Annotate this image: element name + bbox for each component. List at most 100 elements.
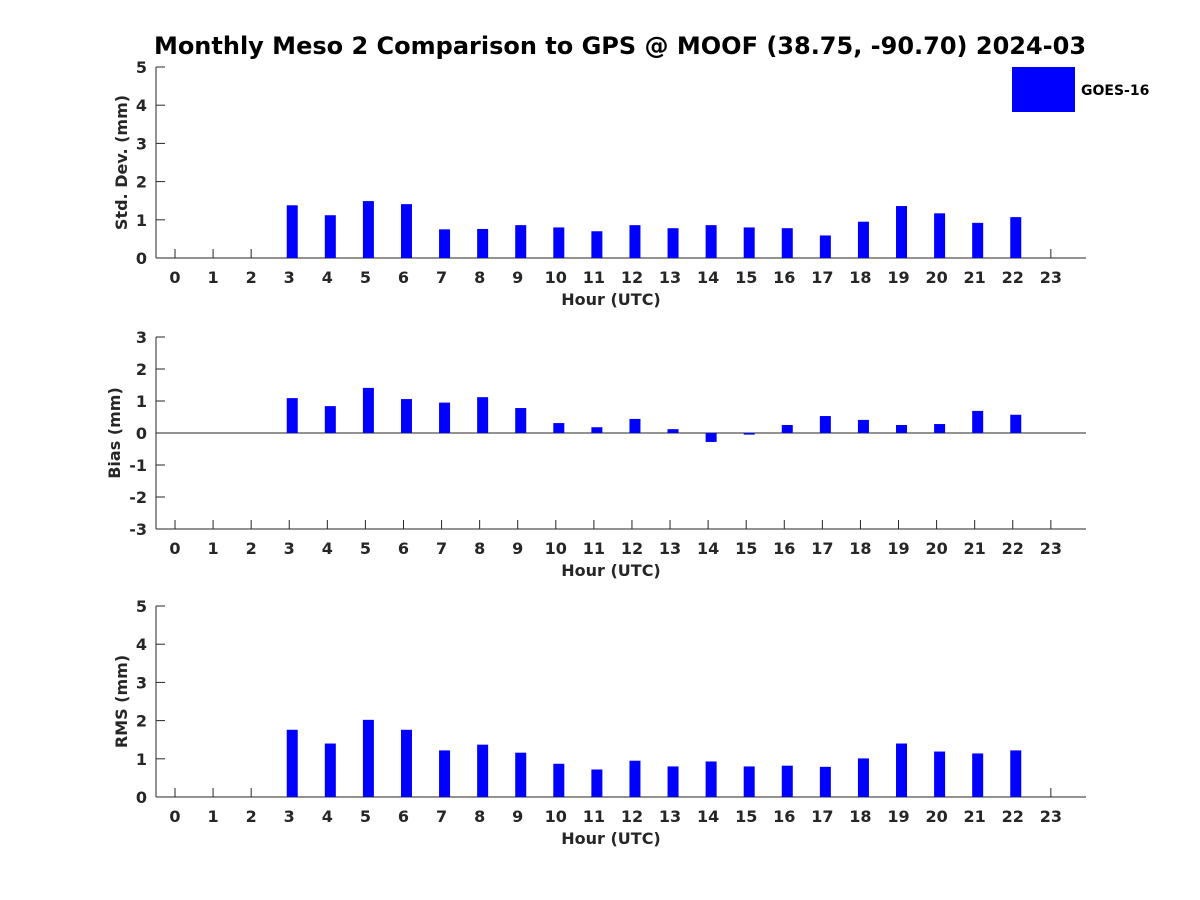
bar <box>781 425 793 433</box>
bar <box>1010 750 1022 797</box>
bar <box>591 427 603 433</box>
legend-label: GOES-16 <box>1081 83 1149 99</box>
bar <box>362 387 374 433</box>
x-tick-label: 12 <box>621 807 643 826</box>
y-tick-label: 2 <box>136 173 147 192</box>
x-tick-label: 4 <box>322 539 333 558</box>
x-tick-label: 18 <box>849 268 871 287</box>
y-tick-label: 0 <box>136 424 147 443</box>
x-tick-label: 9 <box>512 539 523 558</box>
bar <box>400 729 412 797</box>
bar <box>439 750 451 797</box>
x-tick-label: 1 <box>208 268 219 287</box>
x-tick-label: 17 <box>811 539 833 558</box>
x-tick-label: 17 <box>811 807 833 826</box>
x-tick-label: 21 <box>964 807 986 826</box>
bar <box>743 766 755 797</box>
x-tick-label: 21 <box>964 539 986 558</box>
bar <box>553 227 565 258</box>
x-tick-label: 1 <box>208 807 219 826</box>
x-tick-label: 11 <box>583 807 605 826</box>
x-tick-label: 23 <box>1040 268 1062 287</box>
x-axis-label: Hour (UTC) <box>561 829 661 848</box>
legend-swatch <box>1012 67 1075 112</box>
bar <box>934 424 946 433</box>
y-tick-label: 3 <box>136 134 147 153</box>
y-tick-label: -2 <box>129 488 147 507</box>
y-tick-label: 2 <box>136 360 147 379</box>
bar <box>896 743 908 797</box>
y-tick-label: -1 <box>129 456 147 475</box>
bar <box>515 225 527 258</box>
bar <box>667 429 679 433</box>
bar <box>972 753 984 797</box>
bar <box>553 423 565 433</box>
bar <box>477 744 489 797</box>
x-tick-label: 5 <box>360 807 371 826</box>
bar <box>1010 217 1022 258</box>
bar <box>705 225 717 258</box>
x-tick-label: 22 <box>1002 807 1024 826</box>
bar <box>439 229 451 258</box>
bar <box>515 408 527 433</box>
x-tick-label: 19 <box>887 539 909 558</box>
x-tick-label: 8 <box>474 539 485 558</box>
bar <box>591 231 603 258</box>
x-tick-label: 23 <box>1040 539 1062 558</box>
x-tick-label: 15 <box>735 807 757 826</box>
y-axis-label: RMS (mm) <box>112 655 131 748</box>
x-tick-label: 13 <box>659 539 681 558</box>
x-tick-label: 9 <box>512 268 523 287</box>
x-tick-label: 3 <box>284 807 295 826</box>
x-tick-label: 3 <box>284 268 295 287</box>
x-tick-label: 2 <box>246 807 257 826</box>
bar <box>781 765 793 797</box>
x-tick-label: 6 <box>398 539 409 558</box>
x-tick-label: 1 <box>208 539 219 558</box>
y-axis-label: Bias (mm) <box>105 387 124 479</box>
bar <box>819 416 831 433</box>
y-tick-label: 3 <box>136 673 147 692</box>
bar <box>1010 414 1022 433</box>
x-tick-label: 6 <box>398 807 409 826</box>
y-tick-label: 2 <box>136 712 147 731</box>
x-tick-label: 15 <box>735 268 757 287</box>
x-tick-label: 22 <box>1002 268 1024 287</box>
x-tick-label: 7 <box>436 807 447 826</box>
y-tick-label: 4 <box>136 96 147 115</box>
bar <box>477 397 489 433</box>
x-tick-label: 12 <box>621 539 643 558</box>
x-axis-label: Hour (UTC) <box>561 561 661 580</box>
x-tick-label: 18 <box>849 539 871 558</box>
bar <box>591 769 603 797</box>
x-tick-label: 23 <box>1040 807 1062 826</box>
bar <box>896 206 908 258</box>
y-tick-label: 1 <box>136 750 147 769</box>
x-tick-label: 5 <box>360 268 371 287</box>
bar <box>667 766 679 797</box>
x-tick-label: 4 <box>322 807 333 826</box>
x-tick-label: 10 <box>545 268 567 287</box>
x-tick-label: 5 <box>360 539 371 558</box>
bar <box>705 433 717 442</box>
y-tick-label: 5 <box>136 597 147 616</box>
x-tick-label: 6 <box>398 268 409 287</box>
bar <box>286 729 298 797</box>
y-tick-label: 3 <box>136 328 147 347</box>
x-tick-label: 8 <box>474 268 485 287</box>
x-tick-label: 18 <box>849 807 871 826</box>
x-tick-label: 16 <box>773 539 795 558</box>
bar <box>934 213 946 258</box>
bar <box>324 406 336 433</box>
x-tick-label: 4 <box>322 268 333 287</box>
bar <box>896 425 908 433</box>
bar <box>667 228 679 258</box>
x-tick-label: 16 <box>773 268 795 287</box>
chart-title: Monthly Meso 2 Comparison to GPS @ MOOF … <box>154 32 1086 60</box>
bar <box>400 399 412 433</box>
bar <box>934 751 946 797</box>
x-tick-label: 0 <box>169 268 180 287</box>
x-tick-label: 10 <box>545 539 567 558</box>
